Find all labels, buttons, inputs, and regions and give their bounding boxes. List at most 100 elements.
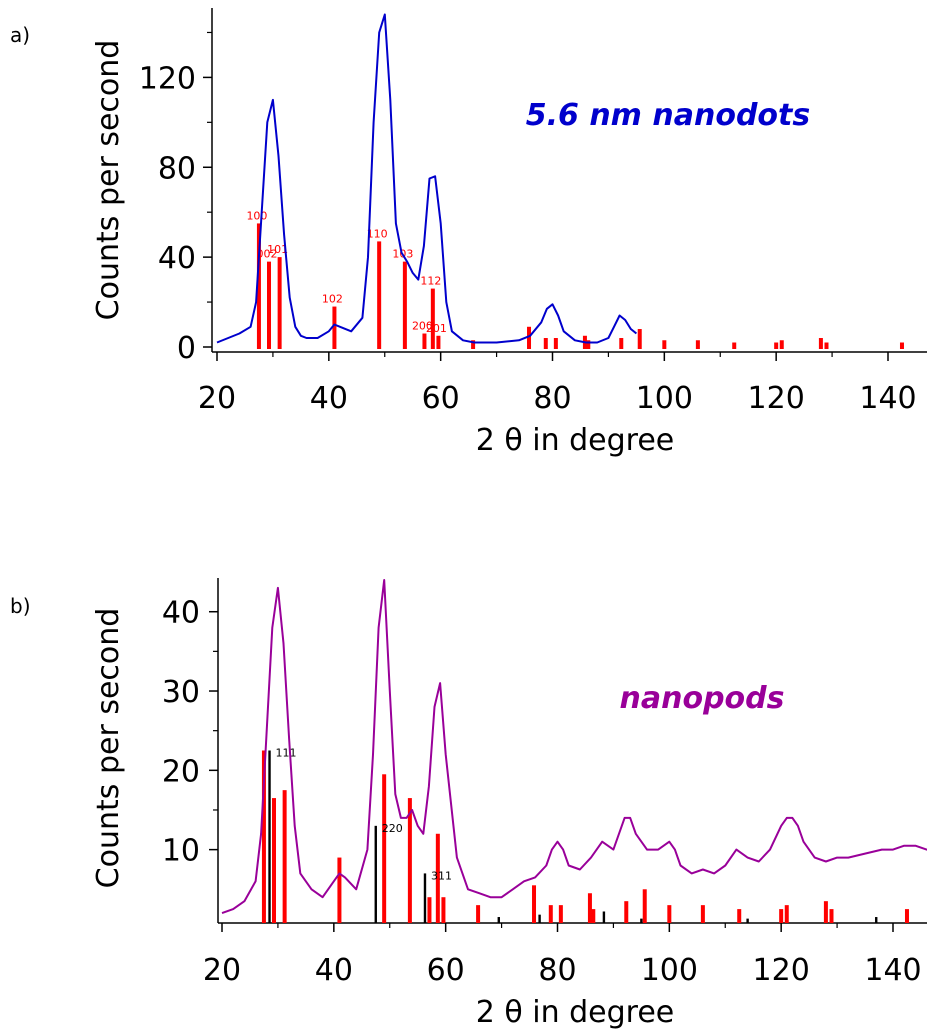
reference-peak-bar <box>267 261 272 349</box>
panel-b-label: b) <box>10 594 31 618</box>
reference-peak-bar <box>256 223 261 349</box>
reference-peak-bar <box>435 833 440 923</box>
reference-peak-2-label: 311 <box>431 869 452 882</box>
y-tick-label: 0 <box>177 331 196 366</box>
reference-peak-bar <box>637 329 642 349</box>
reference-peak-bar <box>823 901 828 923</box>
reference-peak-label: 110 <box>367 227 388 240</box>
data-series-line <box>221 579 927 915</box>
reference-peak-bar <box>430 288 435 349</box>
reference-peak-bar <box>774 342 779 349</box>
reference-peak-bar <box>532 885 537 923</box>
reference-peak-bar <box>261 750 266 923</box>
reference-peak-bar <box>558 905 563 923</box>
panel-a-chart: a) Counts per second 2 θ in degree 5.6 n… <box>10 8 927 458</box>
reference-peak-bar <box>402 261 407 349</box>
reference-peak-bar <box>407 798 412 923</box>
panel-a-label: a) <box>10 23 30 47</box>
reference-peak-bar <box>277 257 282 349</box>
reference-peak-bar <box>619 338 624 349</box>
reference-peak-bar <box>779 909 784 923</box>
reference-peak-bar <box>548 905 553 923</box>
reference-peak-bar <box>779 340 784 349</box>
panel-a-y-axis-title: Counts per second <box>91 40 126 321</box>
reference-peak-2-bar <box>423 873 427 923</box>
panel-b-chart: b) Counts per second 2 θ in degree nanop… <box>10 578 927 1030</box>
reference-peak-bar <box>272 798 277 923</box>
x-tick-label: 40 <box>310 381 348 416</box>
reference-peak-label: 102 <box>322 293 343 306</box>
reference-peak-2-label: 111 <box>276 747 297 760</box>
reference-peak-bar <box>382 774 387 923</box>
reference-peak-bar <box>642 889 647 923</box>
panel-b-annotation: nanopods <box>620 681 785 716</box>
x-tick-label: 60 <box>427 953 465 988</box>
reference-peak-label: 200 <box>412 320 433 333</box>
reference-peak-bar <box>818 338 823 349</box>
reference-peak-bar <box>527 326 532 349</box>
reference-peak-2-bar <box>538 914 541 923</box>
reference-peak-bar <box>543 338 548 349</box>
reference-peak-bar <box>587 893 592 923</box>
panel-b-y-axis-title: Counts per second <box>91 608 126 889</box>
reference-peak-2-label: 220 <box>382 822 403 835</box>
reference-peak-bar <box>591 909 596 923</box>
x-tick-label: 80 <box>538 953 576 988</box>
y-tick-label: 30 <box>162 675 200 710</box>
y-tick-label: 40 <box>158 241 196 276</box>
reference-peak-bar <box>824 342 829 349</box>
reference-peak-bar <box>904 909 909 923</box>
x-tick-label: 100 <box>641 953 698 988</box>
panel-a-annotation: 5.6 nm nanodots <box>526 98 811 133</box>
x-tick-label: 80 <box>533 381 571 416</box>
reference-peak-bar <box>332 306 337 349</box>
reference-peak-bar <box>427 897 432 923</box>
reference-peak-bar <box>476 905 481 923</box>
reference-peak-label: 101 <box>267 243 288 256</box>
reference-peak-2-bar <box>640 918 643 923</box>
reference-peak-bar <box>441 897 446 923</box>
reference-peak-bar <box>737 909 742 923</box>
reference-peak-2-bar <box>602 911 606 923</box>
reference-peak-label: 002 <box>257 248 278 261</box>
reference-peak-label: 201 <box>426 322 447 335</box>
x-tick-label: 120 <box>753 953 810 988</box>
reference-peak-bar <box>624 901 629 923</box>
y-tick-label: 120 <box>139 61 196 96</box>
reference-peak-bar <box>700 905 705 923</box>
reference-peak-bar <box>667 905 672 923</box>
x-tick-label: 100 <box>636 381 693 416</box>
reference-peak-bar <box>436 335 441 349</box>
reference-peak-2-bar <box>746 918 749 923</box>
y-tick-label: 40 <box>162 596 200 631</box>
reference-peak-bar <box>553 338 558 349</box>
reference-peak-bar <box>586 340 591 349</box>
reference-peak-2-bar <box>875 917 878 923</box>
reference-peak-bar <box>282 790 287 923</box>
panel-a-x-axis-title: 2 θ in degree <box>476 423 675 458</box>
reference-peak-2-bar <box>497 917 500 923</box>
x-tick-label: 60 <box>422 381 460 416</box>
panel-b-x-axis-title: 2 θ in degree <box>476 995 675 1030</box>
y-tick-label: 10 <box>162 834 200 869</box>
reference-peak-bar <box>471 340 476 349</box>
data-series-line <box>216 13 638 344</box>
x-tick-label: 20 <box>203 953 241 988</box>
x-tick-label: 140 <box>864 953 921 988</box>
y-tick-label: 20 <box>162 754 200 789</box>
reference-peak-bar <box>732 342 737 349</box>
reference-peak-bar <box>695 340 700 349</box>
reference-peak-bar <box>377 241 382 349</box>
x-tick-label: 20 <box>198 381 236 416</box>
reference-peak-bar <box>899 342 904 349</box>
reference-peak-2-bar <box>374 825 377 923</box>
reference-peak-bar <box>784 905 789 923</box>
reference-peak-bar <box>662 340 667 349</box>
y-tick-label: 80 <box>158 151 196 186</box>
x-tick-label: 120 <box>748 381 805 416</box>
x-tick-label: 40 <box>315 953 353 988</box>
reference-peak-bar <box>829 909 834 923</box>
reference-peak-bar <box>337 857 342 923</box>
x-tick-label: 140 <box>859 381 916 416</box>
